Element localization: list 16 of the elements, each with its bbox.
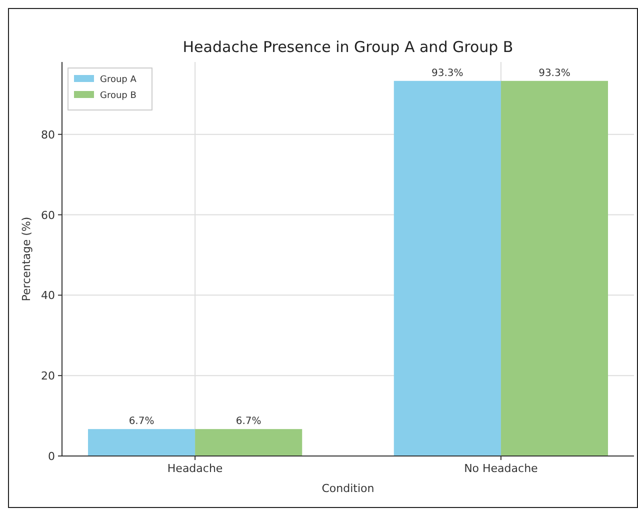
legend-label: Group A (100, 75, 138, 85)
y-axis-title: Percentage (%) (20, 216, 33, 302)
x-tick-label: Headache (167, 462, 223, 475)
data-label: 93.3% (538, 68, 570, 79)
x-axis-title: Condition (322, 482, 374, 495)
legend-label: Group B (100, 91, 136, 101)
x-tick-label: No Headache (464, 462, 538, 475)
y-tick-label: 60 (41, 208, 55, 222)
y-tick-label: 20 (41, 370, 55, 383)
data-label: 6.7% (128, 416, 154, 428)
chart-title: Headache Presence in Group A and Group B (182, 38, 514, 56)
data-label: 6.7% (236, 416, 262, 428)
y-tick-label: 0 (48, 450, 55, 463)
y-tick-label: 80 (41, 128, 55, 142)
data-label: 93.3% (432, 68, 464, 79)
y-tick-label: 40 (41, 289, 55, 302)
